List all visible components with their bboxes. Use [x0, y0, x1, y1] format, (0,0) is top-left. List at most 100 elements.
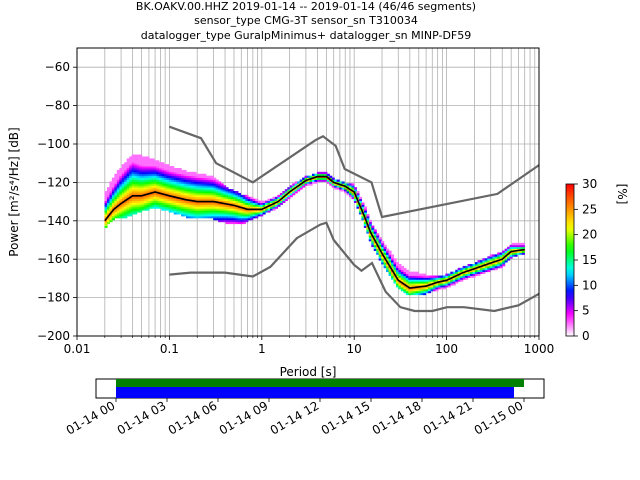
density-cell: [126, 202, 130, 205]
density-cell: [494, 256, 498, 259]
density-cell: [373, 235, 377, 238]
density-cell: [400, 269, 404, 273]
density-cell: [186, 175, 190, 178]
density-cell: [247, 198, 251, 202]
density-cell: [373, 244, 377, 248]
density-cell: [111, 217, 115, 221]
density-cell: [200, 191, 204, 194]
density-cell: [124, 169, 128, 173]
density-cell: [156, 206, 160, 209]
density-cell: [225, 198, 229, 202]
density-cell: [218, 210, 222, 213]
density-cell: [116, 179, 120, 182]
density-cell: [106, 196, 111, 200]
density-cell: [106, 202, 111, 205]
density-cell: [156, 169, 160, 173]
density-cell: [509, 248, 513, 251]
density-cell: [284, 189, 288, 192]
density-cell: [213, 210, 217, 213]
density-cell: [497, 258, 501, 261]
density-cell: [195, 192, 199, 196]
density-cell: [388, 271, 392, 274]
density-cell: [158, 164, 162, 167]
density-cell: [176, 194, 180, 198]
density-cell: [116, 212, 120, 215]
density-cell: [141, 189, 145, 192]
density-cell: [126, 160, 130, 163]
density-cell: [148, 194, 153, 198]
density-cell: [129, 171, 133, 175]
density-cell: [218, 192, 222, 196]
density-cell: [190, 208, 195, 211]
density-cell: [198, 179, 202, 182]
density-cell: [129, 181, 133, 184]
density-cell: [235, 194, 239, 198]
density-cell: [309, 175, 313, 178]
density-cell: [215, 194, 219, 198]
density-cell: [232, 192, 237, 196]
density-cell: [104, 208, 108, 211]
density-cell: [141, 206, 145, 209]
density-cell: [247, 196, 251, 200]
density-cell: [183, 187, 187, 190]
density-cell: [467, 264, 471, 267]
density-cell: [198, 185, 202, 188]
density-cell: [220, 219, 224, 223]
density-cell: [314, 179, 318, 182]
density-cell: [235, 196, 239, 200]
density-cell: [163, 164, 167, 167]
density-cell: [205, 206, 209, 209]
density-cell: [395, 283, 400, 286]
density-cell: [228, 198, 232, 202]
density-cell: [200, 210, 204, 213]
density-cell: [316, 171, 320, 175]
density-cell: [205, 198, 209, 202]
density-cell: [228, 196, 232, 200]
density-cell: [148, 181, 153, 184]
density-cell: [119, 214, 123, 217]
density-cell: [240, 204, 244, 207]
density-cell: [465, 275, 469, 278]
y-tick-label: −80: [45, 99, 70, 113]
density-cell: [111, 179, 115, 182]
density-cell: [425, 275, 429, 278]
density-cell: [195, 191, 199, 194]
density-cell: [119, 196, 123, 200]
density-cell: [168, 200, 172, 203]
density-cell: [245, 212, 249, 215]
density-cell: [158, 171, 162, 175]
density-cell: [141, 168, 145, 171]
density-cell: [213, 183, 217, 186]
density-cell: [218, 208, 222, 211]
density-cell: [151, 164, 155, 167]
density-cell: [205, 181, 209, 184]
density-cell: [131, 166, 135, 169]
density-cell: [124, 194, 128, 198]
density-cell: [405, 288, 409, 292]
density-cell: [237, 210, 241, 213]
density-cell: [376, 239, 380, 242]
density-cell: [395, 275, 400, 278]
density-cell: [497, 252, 501, 255]
density-cell: [116, 169, 120, 173]
density-cell: [425, 287, 429, 290]
density-cell: [398, 264, 402, 267]
density-cell: [455, 275, 459, 278]
density-cell: [158, 189, 162, 192]
density-cell: [378, 237, 382, 240]
density-cell: [242, 206, 246, 209]
density-cell: [109, 214, 113, 217]
density-cell: [247, 212, 251, 215]
density-cell: [213, 202, 217, 205]
colorbar-tick-label: 10: [582, 278, 597, 292]
density-cell: [181, 208, 185, 211]
y-tick-label: −140: [37, 214, 70, 228]
density-cell: [171, 191, 175, 194]
density-cell: [141, 202, 145, 205]
density-cell: [183, 183, 187, 186]
density-cell: [188, 177, 192, 180]
density-cell: [232, 198, 237, 202]
density-cell: [208, 183, 212, 186]
density-cell: [237, 219, 241, 223]
density-cell: [193, 189, 197, 192]
